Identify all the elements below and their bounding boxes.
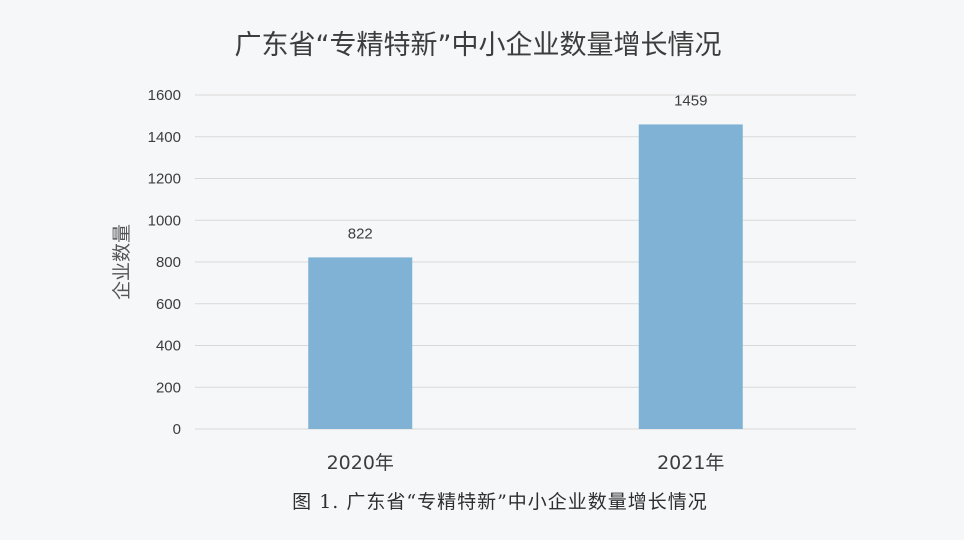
data-labels: 822 1459 bbox=[348, 92, 708, 242]
x-category-label: 2020年 bbox=[327, 452, 394, 474]
bar bbox=[638, 124, 743, 429]
y-tick-label: 200 bbox=[156, 379, 181, 396]
x-category-label: 2021年 bbox=[657, 452, 724, 474]
y-axis-label: 企业数量 bbox=[111, 224, 133, 300]
y-tick-label: 1600 bbox=[148, 87, 181, 104]
gridlines bbox=[195, 94, 856, 430]
x-axis-categories: 2020年 2021年 bbox=[327, 452, 725, 474]
bar-value-label: 1459 bbox=[674, 92, 707, 109]
bar bbox=[308, 257, 413, 429]
y-tick-label: 0 bbox=[173, 421, 181, 438]
y-tick-label: 1200 bbox=[148, 171, 181, 188]
y-tick-label: 800 bbox=[156, 254, 181, 271]
figure-caption: 图 1. 广东省“专精特新”中小企业数量增长情况 bbox=[292, 491, 708, 513]
y-tick-label: 600 bbox=[156, 296, 181, 313]
chart-title: 广东省“专精特新”中小企业数量增长情况 bbox=[235, 30, 722, 61]
y-tick-label: 1000 bbox=[148, 212, 181, 229]
y-tick-label: 400 bbox=[156, 338, 181, 355]
bar-value-label: 822 bbox=[348, 225, 373, 242]
bars bbox=[308, 124, 743, 429]
y-axis-ticks: 0 200 400 600 800 1000 1200 1400 1600 bbox=[148, 87, 181, 438]
y-tick-label: 1400 bbox=[148, 129, 181, 146]
